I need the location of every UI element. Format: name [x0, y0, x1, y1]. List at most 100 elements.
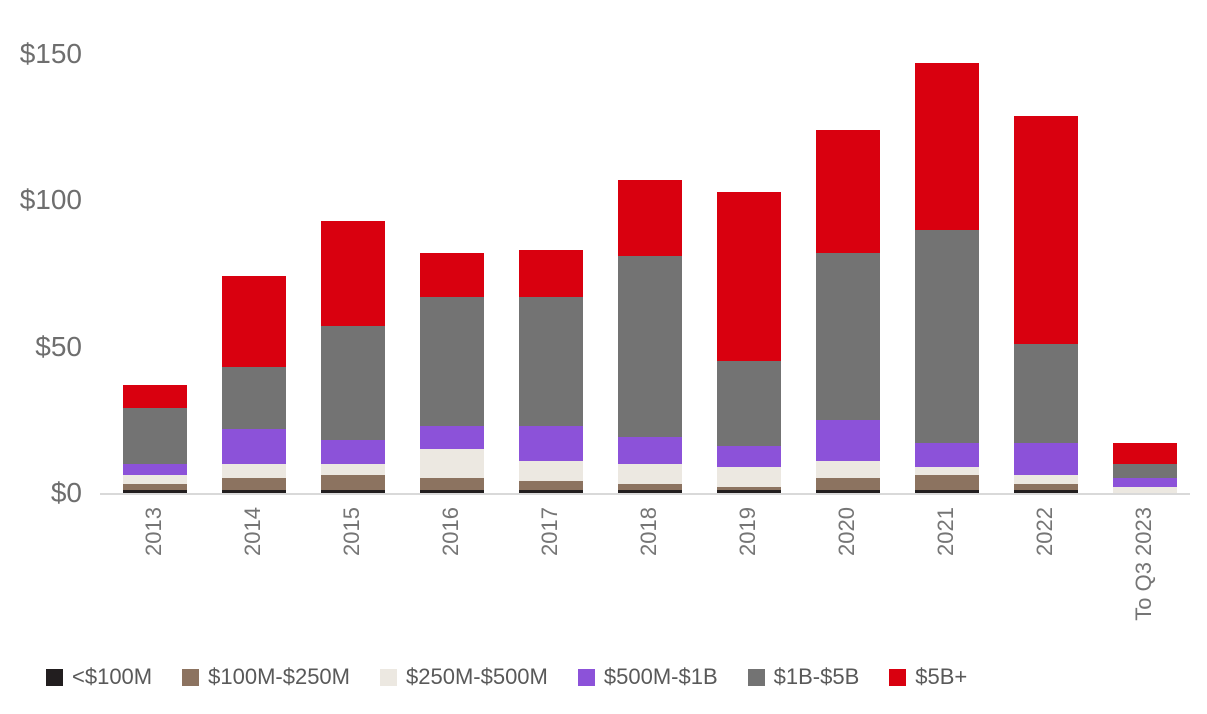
- bar-segment: [420, 296, 484, 426]
- legend-swatch-icon: [747, 668, 765, 686]
- bar-segment: [915, 490, 979, 493]
- bar-segment: [915, 229, 979, 444]
- bar-segment: [618, 463, 682, 485]
- bar-segment: [123, 408, 187, 464]
- x-tick-label: 2013: [141, 507, 166, 556]
- legend-swatch-icon: [577, 668, 595, 686]
- bar-segment: [618, 490, 682, 493]
- x-tick-label: 2022: [1032, 507, 1057, 556]
- bar-segment: [519, 460, 583, 482]
- bar-2014: [222, 276, 286, 493]
- legend-item: <$100M: [46, 664, 152, 690]
- legend-item: $250M-$500M: [380, 664, 548, 690]
- x-axis-line: [100, 493, 1190, 495]
- bar-segment: [222, 276, 286, 368]
- bar-segment: [222, 428, 286, 464]
- legend-label: $250M-$500M: [406, 664, 548, 689]
- bar-segment: [222, 463, 286, 479]
- bar-segment: [1014, 490, 1078, 493]
- bar-segment: [1113, 478, 1177, 488]
- bar-segment: [321, 463, 385, 476]
- bar-2019: [717, 191, 781, 493]
- bar-2013: [123, 384, 187, 493]
- y-tick-label: $150: [19, 38, 82, 69]
- bar-segment: [123, 490, 187, 493]
- bar-2015: [321, 220, 385, 493]
- bar-segment: [816, 460, 880, 479]
- bar-segment: [1014, 343, 1078, 444]
- bar-segment: [519, 250, 583, 297]
- bar-segment: [1113, 487, 1177, 493]
- bar-2021: [915, 62, 979, 493]
- bar-segment: [321, 475, 385, 491]
- bar-segment: [123, 463, 187, 476]
- bar-segment: [321, 220, 385, 327]
- legend-label: <$100M: [72, 664, 153, 689]
- bar-2017: [519, 250, 583, 493]
- bar-segment: [222, 490, 286, 493]
- bar-segment: [816, 130, 880, 254]
- bar-segment: [321, 490, 385, 493]
- legend: <$100M $100M-$250M $250M-$500M $500M-$1B $1B…: [46, 664, 967, 690]
- bar-2020: [816, 130, 880, 493]
- bar-segment: [717, 490, 781, 493]
- bar-segment: [420, 478, 484, 491]
- bar-2018: [618, 179, 682, 493]
- bar-segment: [420, 253, 484, 297]
- bar-segment: [321, 440, 385, 464]
- legend-item: $100M-$250M: [182, 664, 350, 690]
- bar-segment: [717, 361, 781, 447]
- bar-segment: [519, 296, 583, 426]
- bar-segment: [717, 446, 781, 467]
- x-tick-label: 2021: [933, 507, 958, 556]
- bar-segment: [816, 490, 880, 493]
- x-tick-label: 2020: [834, 507, 859, 556]
- bar-segment: [915, 466, 979, 476]
- bar-segment: [222, 478, 286, 491]
- x-tick-label: 2018: [636, 507, 661, 556]
- bar-segment: [717, 466, 781, 488]
- y-tick-label: $0: [50, 477, 82, 508]
- x-tick-label: To Q3 2023: [1131, 507, 1156, 621]
- bar-segment: [618, 484, 682, 491]
- bar-segment: [1014, 443, 1078, 476]
- x-tick-label: 2017: [537, 507, 562, 556]
- bar-segment: [1113, 463, 1177, 479]
- bar-to-q3-2023: [1113, 443, 1177, 493]
- bar-segment: [816, 419, 880, 461]
- bar-segment: [420, 490, 484, 493]
- bar-segment: [717, 191, 781, 362]
- bar-segment: [420, 425, 484, 450]
- bar-segment: [123, 484, 187, 491]
- x-tick-label: 2019: [735, 507, 760, 556]
- bar-segment: [123, 384, 187, 409]
- bar-segment: [519, 481, 583, 491]
- bar-segment: [915, 475, 979, 491]
- bar-segment: [816, 253, 880, 420]
- legend-swatch-icon: [46, 668, 63, 686]
- x-tick-label: 2015: [339, 507, 364, 556]
- bar-segment: [1113, 443, 1177, 464]
- legend-item: $1B-$5B: [747, 664, 860, 690]
- y-tick-label: $100: [19, 184, 82, 216]
- bar-segment: [1014, 484, 1078, 491]
- legend-item: $5B+: [889, 664, 967, 690]
- bar-2022: [1014, 115, 1078, 493]
- bar-segment: [618, 437, 682, 464]
- bar-2016: [420, 253, 484, 493]
- bar-segment: [519, 425, 583, 461]
- x-tick-label: 2014: [240, 507, 265, 556]
- bar-segment: [420, 449, 484, 479]
- y-tick-label: $50: [35, 330, 82, 362]
- legend-label: $1B-$5B: [773, 664, 860, 689]
- legend-swatch-icon: [182, 668, 200, 686]
- bar-segment: [222, 367, 286, 429]
- legend-swatch-icon: [380, 668, 397, 686]
- bar-segment: [1014, 115, 1078, 344]
- bar-segment: [519, 490, 583, 493]
- legend-label: $100M-$250M: [208, 664, 350, 689]
- legend-swatch-icon: [889, 668, 907, 686]
- bar-segment: [717, 487, 781, 491]
